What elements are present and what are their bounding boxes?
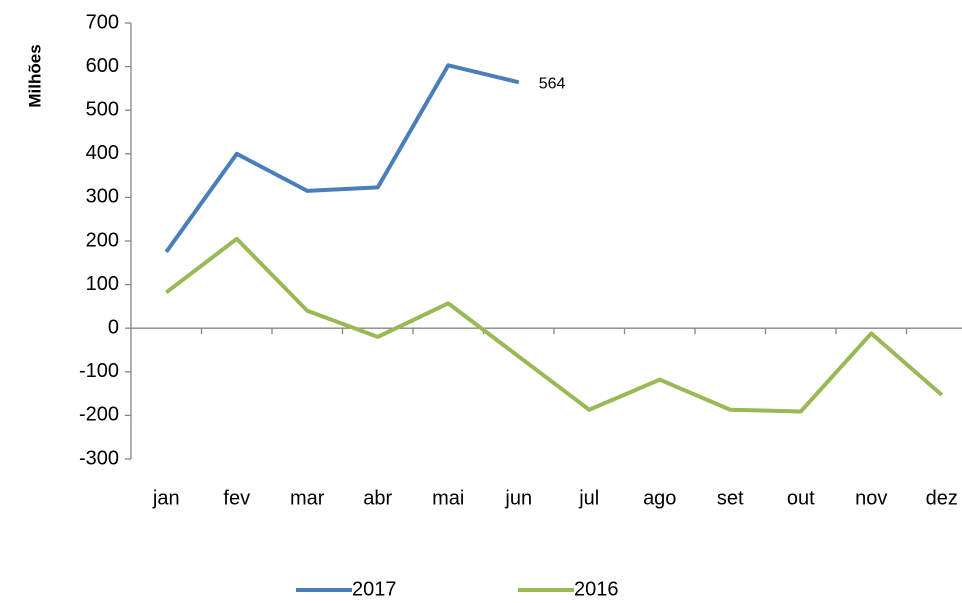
x-tick-label: set (717, 487, 744, 509)
y-tick-label: -300 (79, 447, 119, 469)
x-tick-label: jul (578, 487, 599, 509)
y-tick-label: -200 (79, 404, 119, 426)
y-tick-label: 400 (86, 142, 119, 164)
x-tick-label: out (787, 487, 815, 509)
y-tick-label: 700 (86, 11, 119, 33)
x-tick-label: mai (432, 487, 464, 509)
y-tick-label: 300 (86, 186, 119, 208)
x-tick-label: abr (363, 487, 392, 509)
x-tick-label: dez (926, 487, 958, 509)
y-tick-label: 200 (86, 229, 119, 251)
x-tick-label: fev (223, 487, 250, 509)
x-tick-label: mar (290, 487, 325, 509)
data-label: 564 (539, 76, 566, 93)
y-tick-label: 100 (86, 273, 119, 295)
x-tick-label: ago (643, 487, 676, 509)
legend-label: 2016 (574, 578, 619, 600)
y-axis-title: Milhões (25, 44, 44, 107)
legend-label: 2017 (352, 578, 397, 600)
y-tick-label: -100 (79, 360, 119, 382)
x-tick-label: jan (152, 487, 180, 509)
y-tick-label: 600 (86, 55, 119, 77)
y-tick-label: 0 (108, 316, 119, 338)
x-tick-label: nov (855, 487, 887, 509)
y-tick-label: 500 (86, 98, 119, 120)
series-line (164, 63, 520, 254)
series-line (165, 236, 944, 414)
x-tick-label: jun (504, 487, 532, 509)
